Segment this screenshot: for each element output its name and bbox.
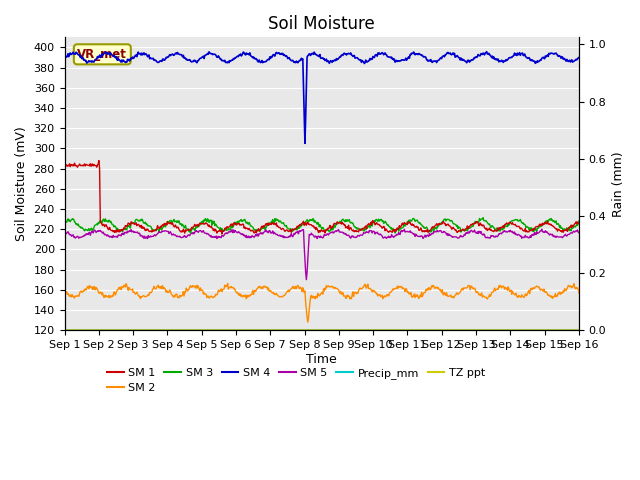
Y-axis label: Soil Moisture (mV): Soil Moisture (mV): [15, 126, 28, 241]
Text: VR_met: VR_met: [77, 48, 127, 61]
X-axis label: Time: Time: [307, 353, 337, 366]
Legend: SM 1, SM 2, SM 3, SM 4, SM 5, Precip_mm, TZ ppt: SM 1, SM 2, SM 3, SM 4, SM 5, Precip_mm,…: [102, 363, 490, 398]
Title: Soil Moisture: Soil Moisture: [268, 15, 375, 33]
Y-axis label: Rain (mm): Rain (mm): [612, 151, 625, 216]
